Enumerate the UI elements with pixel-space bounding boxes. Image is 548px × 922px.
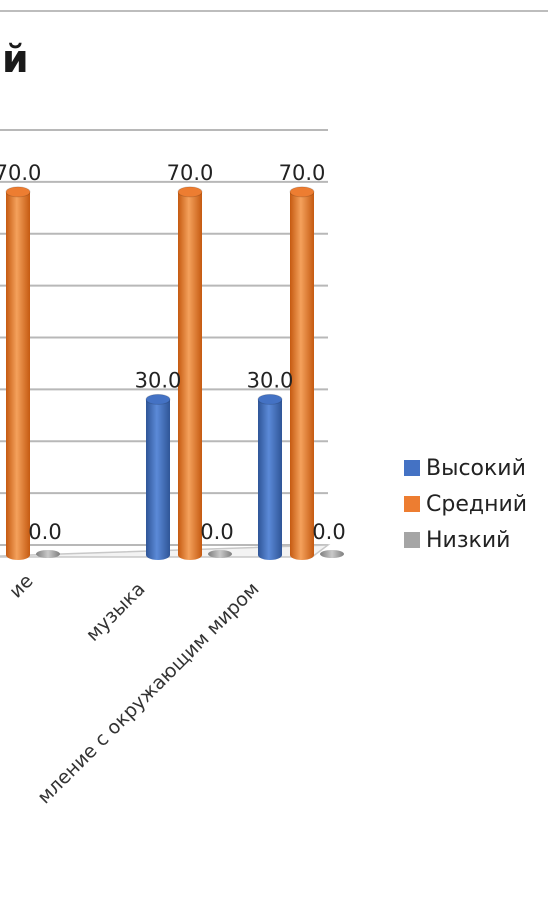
bar-top [5, 186, 31, 198]
bar-medium-1 [177, 186, 203, 560]
category-label-2: мление с окружающим миром [33, 578, 263, 808]
bar-medium-0 [5, 186, 31, 560]
bar-body [146, 399, 170, 555]
bars [5, 186, 344, 560]
bar-body [178, 191, 202, 555]
bar-body [258, 399, 282, 555]
data-label-low-1: 0.0 [200, 520, 233, 544]
bar-top [177, 186, 203, 198]
legend-label-medium: Средний [426, 491, 528, 517]
legend-swatch-high [404, 460, 420, 476]
bar-low-2 [320, 550, 344, 558]
bar-top [289, 186, 315, 198]
bar-medium-2 [289, 186, 315, 560]
legend-swatch-low [404, 532, 420, 548]
bar-base [146, 550, 170, 560]
legend: Высокий Средний Низкий [404, 450, 527, 558]
data-label-low-2: 0.0 [312, 520, 345, 544]
bar-low-1 [208, 550, 232, 558]
legend-label-low: Низкий [426, 527, 511, 553]
chart-title-fragment: й [2, 37, 29, 81]
data-labels: ).070.00.030.070.00.030.070.00.0 [0, 161, 346, 544]
bar-high-2 [257, 393, 283, 560]
data-label-medium-0: 70.0 [0, 161, 41, 185]
top-divider [0, 10, 548, 12]
bar-flat [208, 550, 232, 558]
category-label-1: музыка [82, 578, 150, 646]
bar-base [6, 550, 30, 560]
data-label-low-0: 0.0 [28, 520, 61, 544]
bar-base [258, 550, 282, 560]
legend-swatch-medium [404, 496, 420, 512]
bar-flat [36, 550, 60, 558]
bar-flat [320, 550, 344, 558]
data-label-medium-2: 70.0 [279, 161, 326, 185]
bar-top [145, 393, 171, 405]
bar-body [6, 191, 30, 555]
category-label-0: ие [5, 570, 38, 603]
bar-base [178, 550, 202, 560]
bar-body [290, 191, 314, 555]
legend-item-medium: Средний [404, 486, 527, 522]
bar-high-1 [145, 393, 171, 560]
legend-item-high: Высокий [404, 450, 527, 486]
bar-low-0 [36, 550, 60, 558]
bar-base [290, 550, 314, 560]
data-label-medium-1: 70.0 [167, 161, 214, 185]
legend-label-high: Высокий [426, 455, 526, 481]
bar-top [257, 393, 283, 405]
data-label-high-1: 30.0 [135, 368, 182, 392]
data-label-high-2: 30.0 [247, 368, 294, 392]
legend-item-low: Низкий [404, 522, 527, 558]
